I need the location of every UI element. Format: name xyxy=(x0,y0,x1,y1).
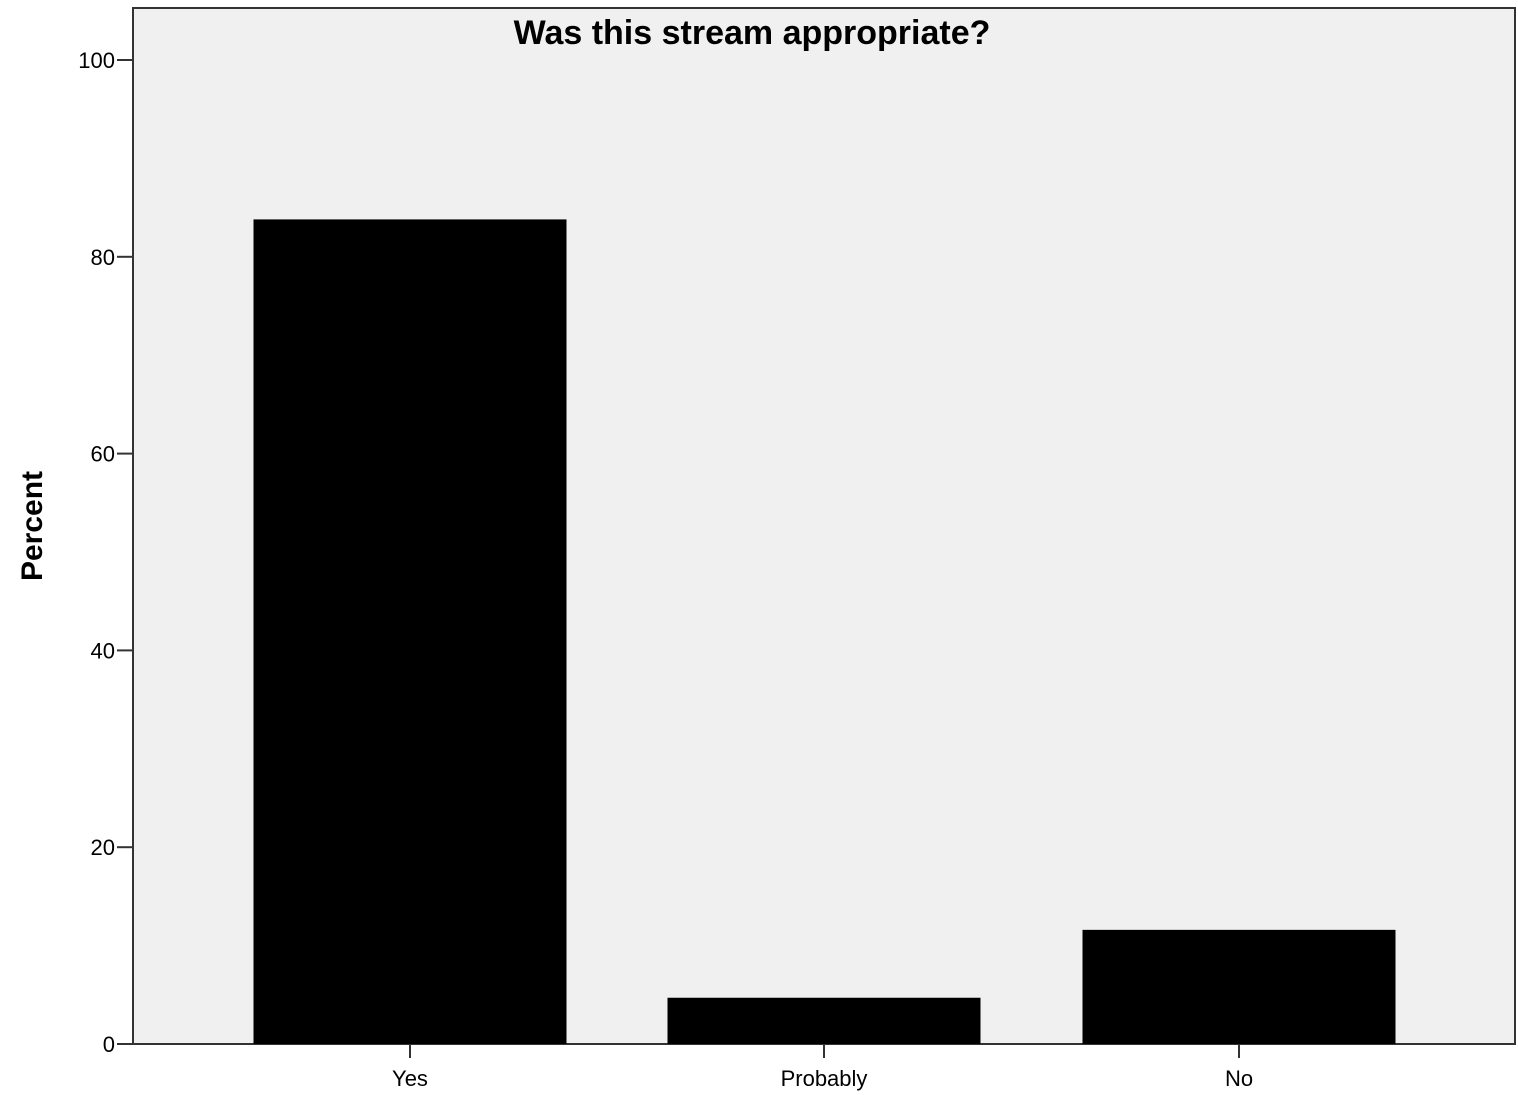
chart-title: Was this stream appropriate? xyxy=(514,14,991,52)
y-tick-label: 0 xyxy=(103,1032,115,1057)
x-category-label: Probably xyxy=(781,1066,868,1091)
x-category-label: Yes xyxy=(392,1066,428,1091)
x-category-label: No xyxy=(1225,1066,1253,1091)
x-axis: Yes Probably No xyxy=(392,1044,1253,1091)
y-axis: 0 20 40 60 80 100 xyxy=(78,48,133,1057)
bar-yes xyxy=(253,219,567,1044)
y-tick-label: 40 xyxy=(91,638,115,663)
y-tick-label: 60 xyxy=(91,442,115,467)
bars-group xyxy=(253,219,1396,1044)
y-tick-label: 80 xyxy=(91,245,115,270)
bar-no xyxy=(1082,929,1396,1044)
bar-probably xyxy=(667,997,981,1044)
y-axis-title: Percent xyxy=(16,471,49,581)
y-tick-label: 100 xyxy=(78,48,115,73)
y-tick-label: 20 xyxy=(91,835,115,860)
